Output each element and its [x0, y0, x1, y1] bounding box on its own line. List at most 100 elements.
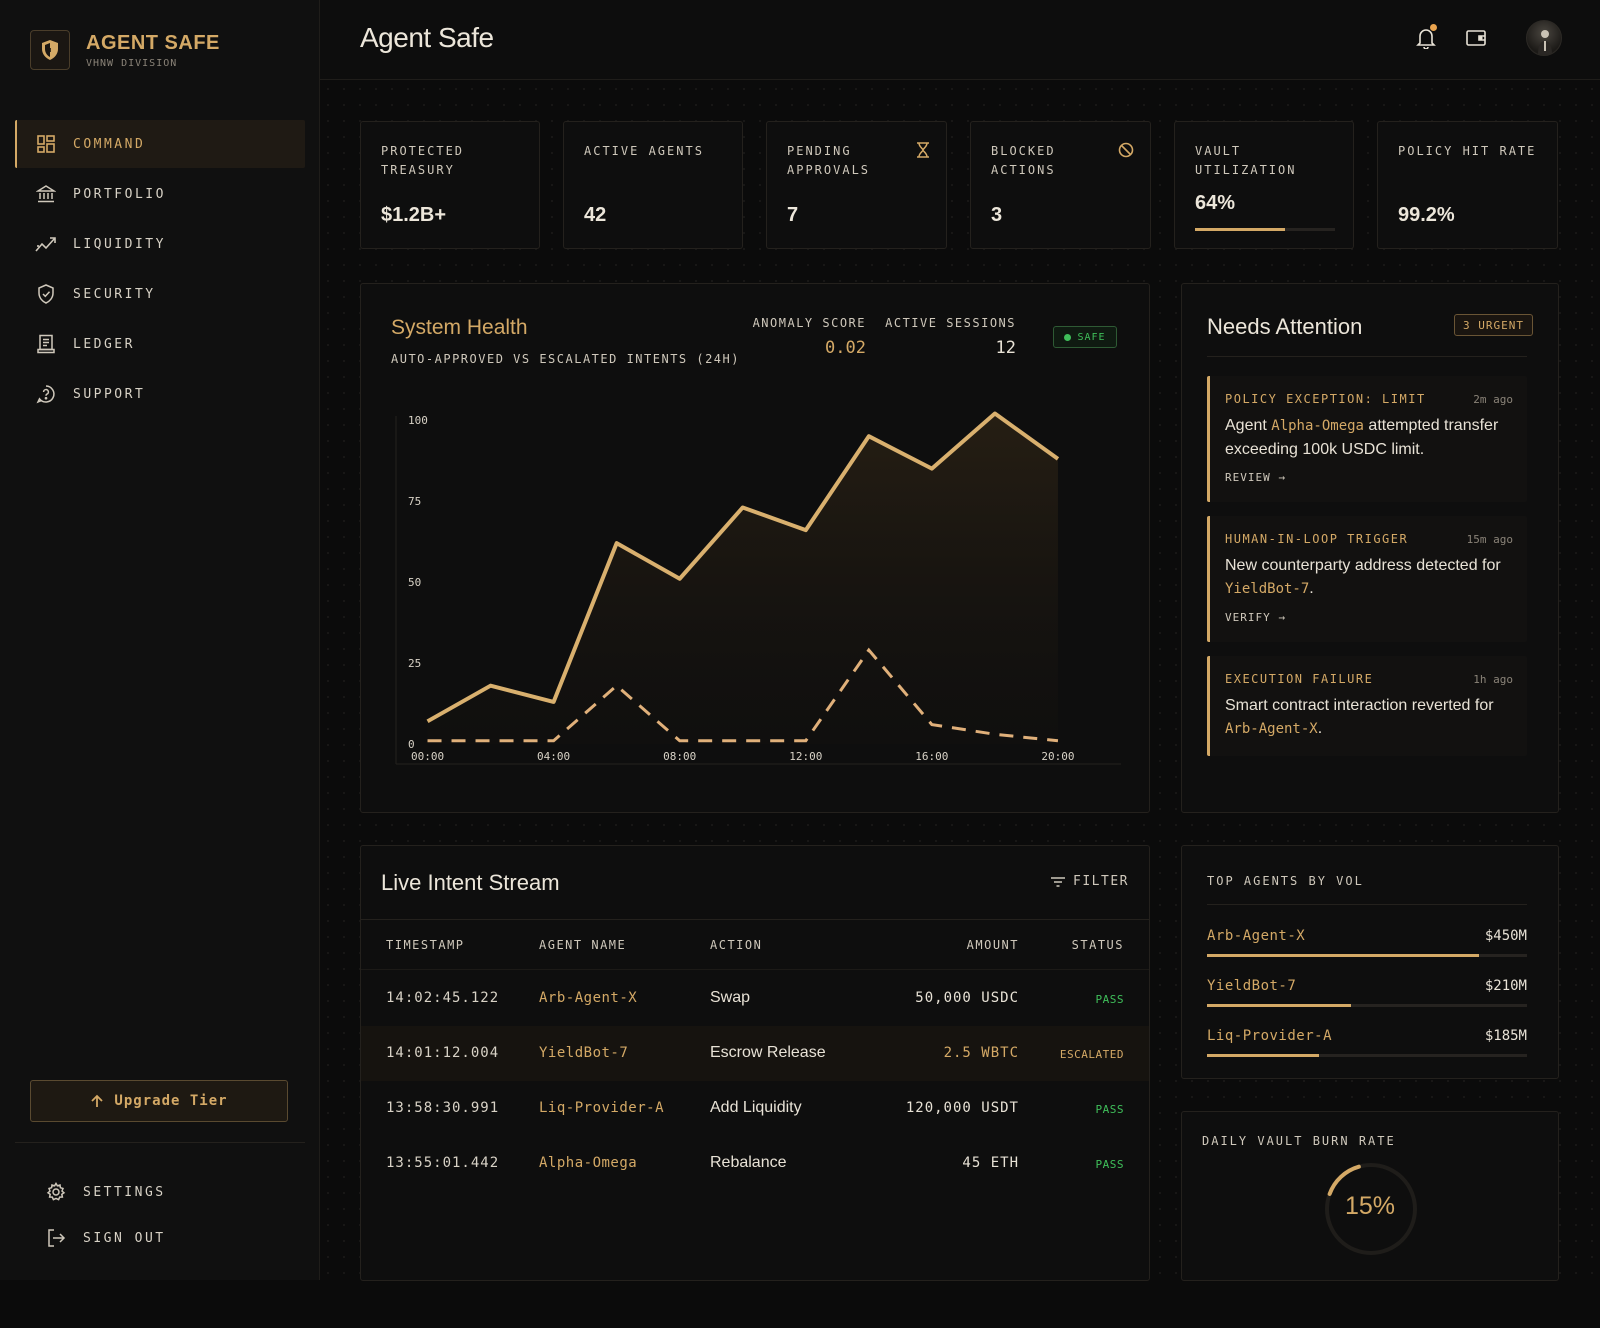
alert-message: New counterparty address detected for Yi…	[1225, 554, 1513, 601]
top-agents-divider	[1207, 904, 1527, 905]
nav-item-sign-out[interactable]: SIGN OUT	[45, 1216, 166, 1260]
settings-label: SETTINGS	[83, 1184, 166, 1200]
stat-card-pending-approvals[interactable]: PENDING APPROVALS 7	[766, 121, 947, 249]
sidebar: AGENT SAFE VHNW DIVISION COMMAND PORTFOL…	[0, 0, 320, 1280]
brand[interactable]: AGENT SAFE VHNW DIVISION	[30, 30, 220, 70]
row-agent[interactable]: Alpha-Omega	[539, 1155, 638, 1171]
row-amount: 50,000 USDC	[915, 990, 1019, 1006]
gauge-track	[1325, 1163, 1417, 1255]
filter-button[interactable]: FILTER	[1051, 874, 1129, 889]
trend-icon	[35, 233, 57, 255]
top-agent-bar	[1207, 954, 1527, 957]
upgrade-tier-button[interactable]: Upgrade Tier	[30, 1080, 288, 1122]
stat-card-blocked-actions[interactable]: BLOCKED ACTIONS 3	[970, 121, 1151, 249]
live-intent-title: Live Intent Stream	[381, 870, 560, 895]
auto-approved-area	[427, 413, 1058, 744]
bank-icon	[35, 183, 57, 205]
burn-rate-title: DAILY VAULT BURN RATE	[1202, 1134, 1396, 1148]
nav-item-support[interactable]: SUPPORT	[15, 370, 305, 418]
column-header-amount[interactable]: AMOUNT	[966, 938, 1019, 952]
alert-agent-code: Arb-Agent-X	[1225, 721, 1318, 737]
top-agents-panel: TOP AGENTS BY VOL Arb-Agent-X $450M Yiel…	[1181, 845, 1559, 1079]
top-agent-bar-fill	[1207, 1054, 1319, 1057]
table-row[interactable]: 13:58:30.991 Liq-Provider-A Add Liquidit…	[361, 1081, 1149, 1136]
stat-label: PENDING APPROVALS	[787, 144, 871, 177]
alert-message: Smart contract interaction reverted for …	[1225, 694, 1513, 741]
burn-rate-gauge	[1325, 1163, 1417, 1255]
live-intent-stream-panel: Live Intent Stream FILTER TIMESTAMP AGEN…	[360, 845, 1150, 1281]
alert-item-execution-failure[interactable]: EXECUTION FAILURE 1h ago Smart contract …	[1207, 656, 1527, 756]
nav-item-liquidity[interactable]: LIQUIDITY	[15, 220, 305, 268]
y-tick-label: 25	[408, 657, 421, 670]
alert-message: Agent Alpha-Omega attempted transfer exc…	[1225, 414, 1513, 461]
table-row[interactable]: 14:01:12.004 YieldBot-7 Escrow Release 2…	[361, 1026, 1149, 1081]
wallet-button[interactable]	[1462, 24, 1490, 52]
sidebar-bottom-nav: SETTINGS SIGN OUT	[45, 1170, 166, 1262]
row-action: Rebalance	[710, 1154, 787, 1171]
stat-label: VAULT UTILIZATION	[1195, 144, 1297, 177]
top-agents-title: TOP AGENTS BY VOL	[1207, 874, 1364, 888]
safe-dot-icon	[1064, 333, 1072, 341]
filter-icon	[1051, 876, 1066, 888]
alert-text: .	[1317, 720, 1323, 737]
notification-dot	[1430, 24, 1437, 31]
needs-attention-panel: Needs Attention 3 URGENT POLICY EXCEPTIO…	[1181, 283, 1559, 813]
top-agent-name: Liq-Provider-A	[1207, 1028, 1333, 1044]
system-health-subtitle: AUTO-APPROVED VS ESCALATED INTENTS (24H)	[391, 352, 740, 366]
row-amount: 120,000 USDT	[905, 1100, 1019, 1116]
alert-text: attempted transfer exceeding 100k USDC l…	[1225, 417, 1499, 458]
column-header-timestamp[interactable]: TIMESTAMP	[386, 938, 465, 952]
verify-link[interactable]: VERIFY →	[1225, 611, 1286, 624]
stat-label: PROTECTED TREASURY	[381, 144, 465, 177]
row-status-badge: ESCALATED	[1059, 1048, 1124, 1061]
top-agent-bar-fill	[1207, 954, 1479, 957]
x-tick-label: 12:00	[789, 750, 822, 763]
user-avatar[interactable]	[1526, 20, 1562, 56]
row-action: Escrow Release	[710, 1044, 826, 1061]
nav-item-portfolio[interactable]: PORTFOLIO	[15, 170, 305, 218]
system-health-chart: 0 25 50 75 100 00:00 04:00 08:00 12:00 16:00 20:00	[395, 411, 1121, 765]
stat-card-policy-hit-rate[interactable]: POLICY HIT RATE 99.2%	[1377, 121, 1558, 249]
shield-logo-icon	[30, 30, 70, 70]
y-tick-label: 100	[408, 414, 428, 427]
nav-item-settings[interactable]: SETTINGS	[45, 1170, 166, 1214]
nav-item-command[interactable]: COMMAND	[15, 120, 305, 168]
column-header-agent[interactable]: AGENT NAME	[539, 938, 627, 952]
block-icon	[1118, 142, 1134, 163]
nav-item-ledger[interactable]: LEDGER	[15, 320, 305, 368]
row-action: Swap	[710, 989, 751, 1006]
top-agent-volume: $210M	[1484, 978, 1527, 994]
receipt-icon	[35, 333, 57, 355]
alert-item-policy-exception[interactable]: POLICY EXCEPTION: LIMIT 2m ago Agent Alp…	[1207, 376, 1527, 502]
x-tick-label: 04:00	[537, 750, 570, 763]
sidebar-divider	[15, 1142, 305, 1143]
nav-label: COMMAND	[73, 136, 146, 152]
notifications-button[interactable]	[1412, 24, 1440, 52]
table-row[interactable]: 14:02:45.122 Arb-Agent-X Swap 50,000 USD…	[361, 971, 1149, 1026]
alert-time: 15m ago	[1466, 532, 1513, 546]
alert-item-human-in-loop[interactable]: HUMAN-IN-LOOP TRIGGER 15m ago New counte…	[1207, 516, 1527, 642]
signout-label: SIGN OUT	[83, 1230, 166, 1246]
stat-card-active-agents[interactable]: ACTIVE AGENTS 42	[563, 121, 743, 249]
table-row[interactable]: 13:55:01.442 Alpha-Omega Rebalance 45 ET…	[361, 1136, 1149, 1191]
nav-label: SECURITY	[73, 286, 156, 302]
row-agent[interactable]: Liq-Provider-A	[539, 1100, 665, 1116]
escalated-line	[427, 647, 1059, 743]
arrow-up-icon	[90, 1094, 104, 1108]
help-icon	[35, 383, 57, 405]
system-health-panel: System Health AUTO-APPROVED VS ESCALATED…	[360, 283, 1150, 813]
row-agent[interactable]: YieldBot-7	[539, 1045, 629, 1061]
nav-item-security[interactable]: SECURITY	[15, 270, 305, 318]
stat-card-protected-treasury[interactable]: PROTECTED TREASURY $1.2B+	[360, 121, 540, 249]
alert-type: POLICY EXCEPTION: LIMIT	[1225, 392, 1426, 406]
row-agent[interactable]: Arb-Agent-X	[539, 990, 638, 1006]
intent-stream-divider	[361, 919, 1149, 920]
review-link[interactable]: REVIEW →	[1225, 471, 1286, 484]
column-header-status[interactable]: STATUS	[1071, 938, 1124, 952]
column-header-action[interactable]: ACTION	[710, 938, 763, 952]
stat-card-vault-utilization[interactable]: VAULT UTILIZATION 64%	[1174, 121, 1354, 249]
table-header: TIMESTAMP AGENT NAME ACTION AMOUNT STATU…	[361, 920, 1149, 970]
burn-rate-panel: DAILY VAULT BURN RATE 15%	[1181, 1111, 1559, 1281]
logout-icon	[45, 1227, 67, 1249]
alert-text: .	[1309, 580, 1314, 597]
